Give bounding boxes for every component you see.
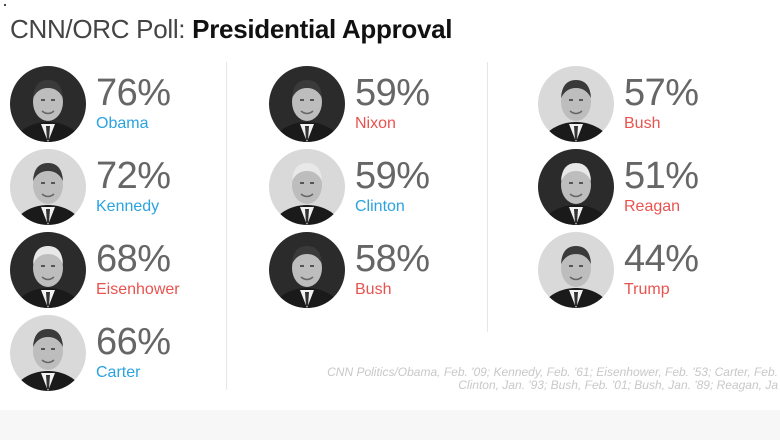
president-name: Clinton <box>355 198 405 215</box>
approval-percent: 72% <box>96 155 171 197</box>
president-card-bush-41: 57% Bush <box>538 66 768 144</box>
president-name: Eisenhower <box>96 281 180 298</box>
portrait-clinton <box>269 149 345 225</box>
approval-percent: 51% <box>624 155 699 197</box>
portrait-silhouette <box>10 149 86 225</box>
president-card-clinton: 59% Clinton <box>269 149 499 227</box>
president-name: Bush <box>624 115 661 132</box>
approval-percent: 76% <box>96 72 171 114</box>
source-line-2: Clinton, Jan. '93; Bush, Feb. '01; Bush,… <box>458 378 778 392</box>
approval-percent: 44% <box>624 238 699 280</box>
portrait-silhouette <box>10 315 86 391</box>
portrait-bush-41 <box>538 66 614 142</box>
portrait-carter <box>10 315 86 391</box>
title-main: Presidential Approval <box>192 14 453 44</box>
president-name: Reagan <box>624 198 681 215</box>
president-card-obama: 76% Obama <box>10 66 240 144</box>
president-name: Nixon <box>355 115 396 132</box>
approval-percent: 59% <box>355 155 430 197</box>
source-note: CNN Politics/Obama, Feb. '09; Kennedy, F… <box>300 366 778 392</box>
president-card-reagan: 51% Reagan <box>538 149 768 227</box>
portrait-silhouette <box>269 66 345 142</box>
president-card-eisenhower: 68% Eisenhower <box>10 232 240 310</box>
president-name: Kennedy <box>96 198 160 215</box>
column-divider-2 <box>487 62 488 332</box>
president-card-carter: 66% Carter <box>10 315 240 393</box>
portrait-silhouette <box>538 232 614 308</box>
portrait-silhouette <box>538 66 614 142</box>
portrait-silhouette <box>269 232 345 308</box>
president-name: Trump <box>624 281 670 298</box>
title-prefix: CNN/ORC Poll: <box>10 14 186 44</box>
portrait-silhouette <box>538 149 614 225</box>
president-name: Bush <box>355 281 392 298</box>
portrait-eisenhower <box>10 232 86 308</box>
president-name: Obama <box>96 115 149 132</box>
portrait-kennedy <box>10 149 86 225</box>
portrait-bush-43 <box>269 232 345 308</box>
president-name: Carter <box>96 364 141 381</box>
portrait-silhouette <box>10 232 86 308</box>
approval-percent: 58% <box>355 238 430 280</box>
portrait-silhouette <box>269 149 345 225</box>
approval-percent: 59% <box>355 72 430 114</box>
portrait-nixon <box>269 66 345 142</box>
portrait-obama <box>10 66 86 142</box>
page-title: CNN/ORC Poll: Presidential Approval <box>10 14 453 45</box>
approval-percent: 57% <box>624 72 699 114</box>
president-card-bush-43: 58% Bush <box>269 232 499 310</box>
portrait-reagan <box>538 149 614 225</box>
president-card-nixon: 59% Nixon <box>269 66 499 144</box>
source-line-1: CNN Politics/Obama, Feb. '09; Kennedy, F… <box>327 366 778 379</box>
portrait-trump <box>538 232 614 308</box>
column-divider-1 <box>226 62 227 390</box>
footer-band <box>0 410 780 440</box>
corner-dot <box>4 4 6 6</box>
president-card-kennedy: 72% Kennedy <box>10 149 240 227</box>
president-card-trump: 44% Trump <box>538 232 768 310</box>
approval-percent: 66% <box>96 321 171 363</box>
portrait-silhouette <box>10 66 86 142</box>
approval-percent: 68% <box>96 238 171 280</box>
